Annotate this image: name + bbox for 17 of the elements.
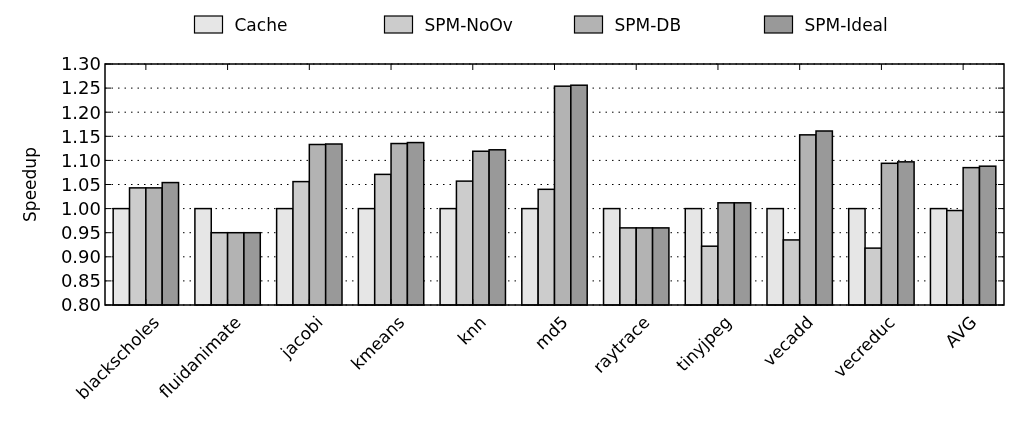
- y-tick-label: 0.90: [60, 246, 101, 268]
- y-tick-label: 1.15: [60, 125, 101, 147]
- x-tick-label: knn: [453, 312, 491, 349]
- y-tick-label: 0.95: [60, 222, 101, 243]
- y-tick-label: 1.20: [60, 101, 101, 123]
- legend-label: SPM-NoOv: [424, 14, 513, 35]
- y-tick-label: 1.25: [60, 77, 101, 99]
- y-tick-label: 1.10: [60, 149, 101, 171]
- legend-label: Cache: [234, 14, 288, 35]
- y-tick-label: 1.05: [60, 173, 101, 195]
- y-tick-label: 0.85: [60, 270, 101, 292]
- legend-label: SPM-DB: [614, 14, 682, 35]
- y-axis-title: Speedup: [20, 147, 40, 222]
- y-tick-label: 1.30: [60, 53, 101, 75]
- y-tick-label: 1.00: [60, 197, 101, 219]
- y-tick-label: 0.80: [60, 294, 101, 316]
- legend-label: SPM-Ideal: [804, 14, 888, 35]
